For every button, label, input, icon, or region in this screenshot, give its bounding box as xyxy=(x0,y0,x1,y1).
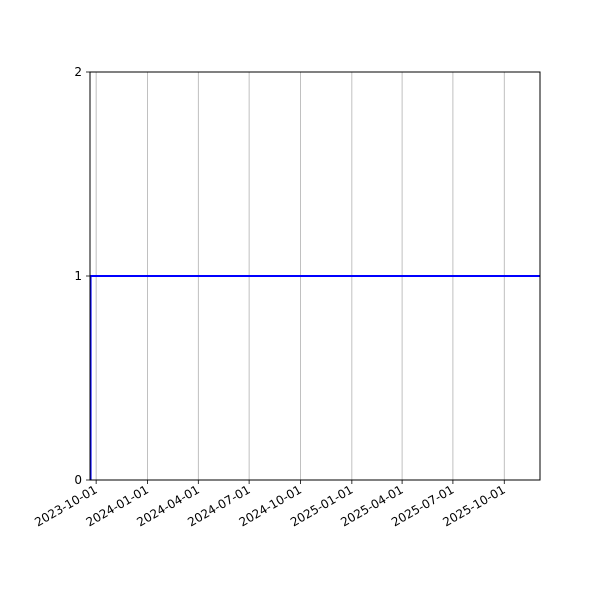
y-tick-label: 1 xyxy=(74,269,82,283)
series-line xyxy=(89,275,540,480)
y-tick-label: 2 xyxy=(74,65,82,79)
y-tick-label: 0 xyxy=(74,473,82,487)
